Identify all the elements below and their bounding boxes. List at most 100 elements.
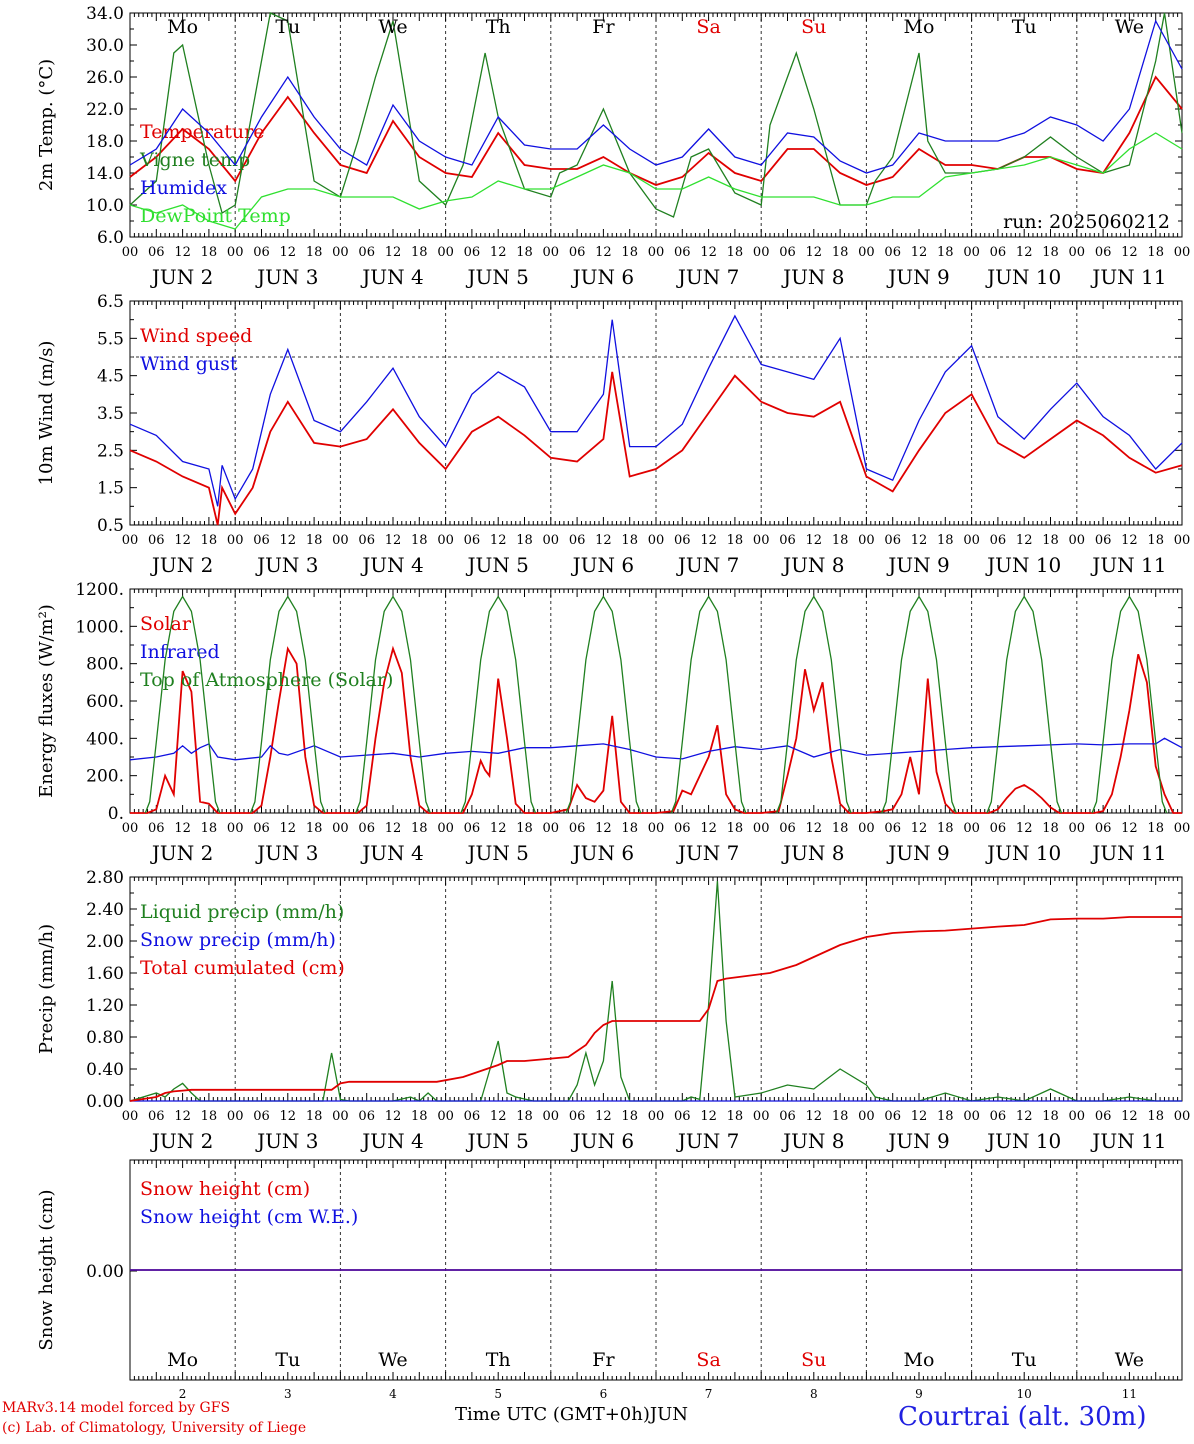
hour-tick-label: 00 bbox=[122, 245, 139, 260]
hour-tick-label: 06 bbox=[1095, 821, 1112, 836]
hour-tick-label: 18 bbox=[1147, 245, 1164, 260]
hour-tick-label: 12 bbox=[1016, 245, 1033, 260]
hour-tick-label: 00 bbox=[858, 821, 875, 836]
hour-tick-label: 06 bbox=[990, 1109, 1007, 1124]
day-number-label: 6 bbox=[600, 1387, 608, 1401]
hour-tick-label: 06 bbox=[148, 245, 165, 260]
legend-entry: Vigne temp bbox=[139, 149, 250, 171]
hour-tick-label: 12 bbox=[280, 245, 297, 260]
hour-tick-label: 18 bbox=[621, 821, 638, 836]
date-label: JUN 5 bbox=[465, 553, 528, 577]
y-tick-label: 6.5 bbox=[97, 292, 124, 312]
hour-tick-label: 12 bbox=[700, 245, 717, 260]
y-tick-label: 0.80 bbox=[86, 1028, 124, 1048]
hour-tick-label: 12 bbox=[1121, 821, 1138, 836]
legend-entry: Top of Atmosphere (Solar) bbox=[140, 669, 393, 691]
hour-tick-label: 18 bbox=[516, 1109, 533, 1124]
y-axis-label: Energy fluxes (W/m²) bbox=[36, 604, 57, 798]
hour-tick-label: 00 bbox=[1069, 1109, 1086, 1124]
hour-tick-label: 06 bbox=[148, 1109, 165, 1124]
date-label: JUN 2 bbox=[150, 265, 213, 289]
hour-tick-label: 06 bbox=[990, 533, 1007, 548]
y-axis-label: Snow height (cm) bbox=[36, 1189, 57, 1350]
hour-tick-label: 18 bbox=[306, 533, 323, 548]
hour-tick-label: 18 bbox=[411, 1109, 428, 1124]
hour-tick-label: 06 bbox=[464, 245, 481, 260]
y-tick-label: 2.40 bbox=[86, 900, 124, 920]
hour-tick-label: 18 bbox=[306, 1109, 323, 1124]
hour-tick-label: 06 bbox=[1095, 1109, 1112, 1124]
date-label: JUN 4 bbox=[360, 265, 423, 289]
series-line-green bbox=[355, 595, 431, 814]
date-label: JUN 8 bbox=[781, 265, 844, 289]
date-label: JUN 2 bbox=[150, 553, 213, 577]
hour-tick-label: 18 bbox=[1042, 821, 1059, 836]
hour-tick-label: 06 bbox=[358, 821, 375, 836]
hour-tick-label: 00 bbox=[437, 533, 454, 548]
hour-tick-label: 12 bbox=[490, 821, 507, 836]
series-line-red bbox=[129, 371, 1183, 526]
legend-entry: Snow precip (mm/h) bbox=[140, 929, 336, 951]
weekday-label-bottom: Sa bbox=[696, 1349, 720, 1371]
panel-frame-3 bbox=[129, 588, 1183, 814]
series-line-green bbox=[129, 880, 1182, 1102]
hour-tick-label: 18 bbox=[1147, 1109, 1164, 1124]
date-label: JUN 2 bbox=[150, 1129, 213, 1153]
y-axis-label: 10m Wind (m/s) bbox=[36, 341, 57, 486]
hour-tick-label: 18 bbox=[621, 245, 638, 260]
hour-tick-label: 12 bbox=[1016, 1109, 1033, 1124]
legend-entry: Snow height (cm W.E.) bbox=[140, 1206, 358, 1228]
hour-tick-label: 06 bbox=[253, 245, 270, 260]
date-label: JUN 6 bbox=[571, 553, 634, 577]
y-tick-label: 6.0 bbox=[97, 228, 124, 248]
hour-tick-label: 06 bbox=[674, 533, 691, 548]
hour-tick-label: 18 bbox=[201, 533, 218, 548]
legend-entry: Wind gust bbox=[140, 353, 238, 375]
y-tick-label: 18.0 bbox=[86, 132, 124, 152]
series-line-red bbox=[130, 645, 1182, 814]
hour-tick-label: 06 bbox=[358, 533, 375, 548]
date-label: JUN 11 bbox=[1090, 1129, 1166, 1153]
weekday-label-bottom: Su bbox=[801, 1349, 826, 1371]
date-label: JUN 10 bbox=[985, 553, 1061, 577]
hour-tick-label: 00 bbox=[437, 1109, 454, 1124]
date-label: JUN 2 bbox=[150, 841, 213, 865]
hour-tick-label: 18 bbox=[727, 533, 744, 548]
y-tick-label: 600. bbox=[86, 692, 124, 712]
weekday-label-bottom: We bbox=[1115, 1349, 1144, 1371]
hour-tick-label: 12 bbox=[385, 1109, 402, 1124]
date-label: JUN 4 bbox=[360, 841, 423, 865]
date-label: JUN 9 bbox=[886, 265, 949, 289]
date-label: JUN 7 bbox=[676, 265, 739, 289]
hour-tick-label: 12 bbox=[1121, 533, 1138, 548]
hour-tick-label: 00 bbox=[963, 245, 980, 260]
hour-tick-label: 18 bbox=[516, 245, 533, 260]
hour-tick-label: 06 bbox=[148, 821, 165, 836]
hour-tick-label: 06 bbox=[779, 245, 796, 260]
y-tick-label: 800. bbox=[86, 655, 124, 675]
hour-tick-label: 12 bbox=[911, 821, 928, 836]
series-line-green bbox=[986, 595, 1063, 814]
hour-tick-label: 00 bbox=[858, 245, 875, 260]
y-tick-label: 14.0 bbox=[86, 164, 124, 184]
hour-tick-label: 06 bbox=[884, 1109, 901, 1124]
hour-tick-label: 00 bbox=[753, 1109, 770, 1124]
y-tick-label: 4.5 bbox=[97, 367, 124, 387]
weekday-label-top: Tu bbox=[275, 16, 300, 38]
hour-tick-label: 06 bbox=[569, 533, 586, 548]
lab-credit: (c) Lab. of Climatology, University of L… bbox=[2, 1420, 307, 1436]
series-line-blue bbox=[129, 314, 1183, 507]
hour-tick-label: 00 bbox=[122, 533, 139, 548]
weekday-label-bottom: Tu bbox=[1012, 1349, 1037, 1371]
hour-tick-label: 18 bbox=[1042, 533, 1059, 548]
weekday-label-bottom: Mo bbox=[904, 1349, 935, 1371]
day-number-label: 2 bbox=[179, 1387, 187, 1401]
hour-tick-label: 18 bbox=[1042, 245, 1059, 260]
hour-tick-label: 12 bbox=[174, 245, 191, 260]
date-label: JUN 3 bbox=[255, 1129, 318, 1153]
hour-tick-label: 06 bbox=[464, 533, 481, 548]
date-label: JUN 11 bbox=[1090, 265, 1166, 289]
y-tick-label: 1200. bbox=[75, 580, 124, 600]
legend-entry: Snow height (cm) bbox=[140, 1178, 310, 1200]
